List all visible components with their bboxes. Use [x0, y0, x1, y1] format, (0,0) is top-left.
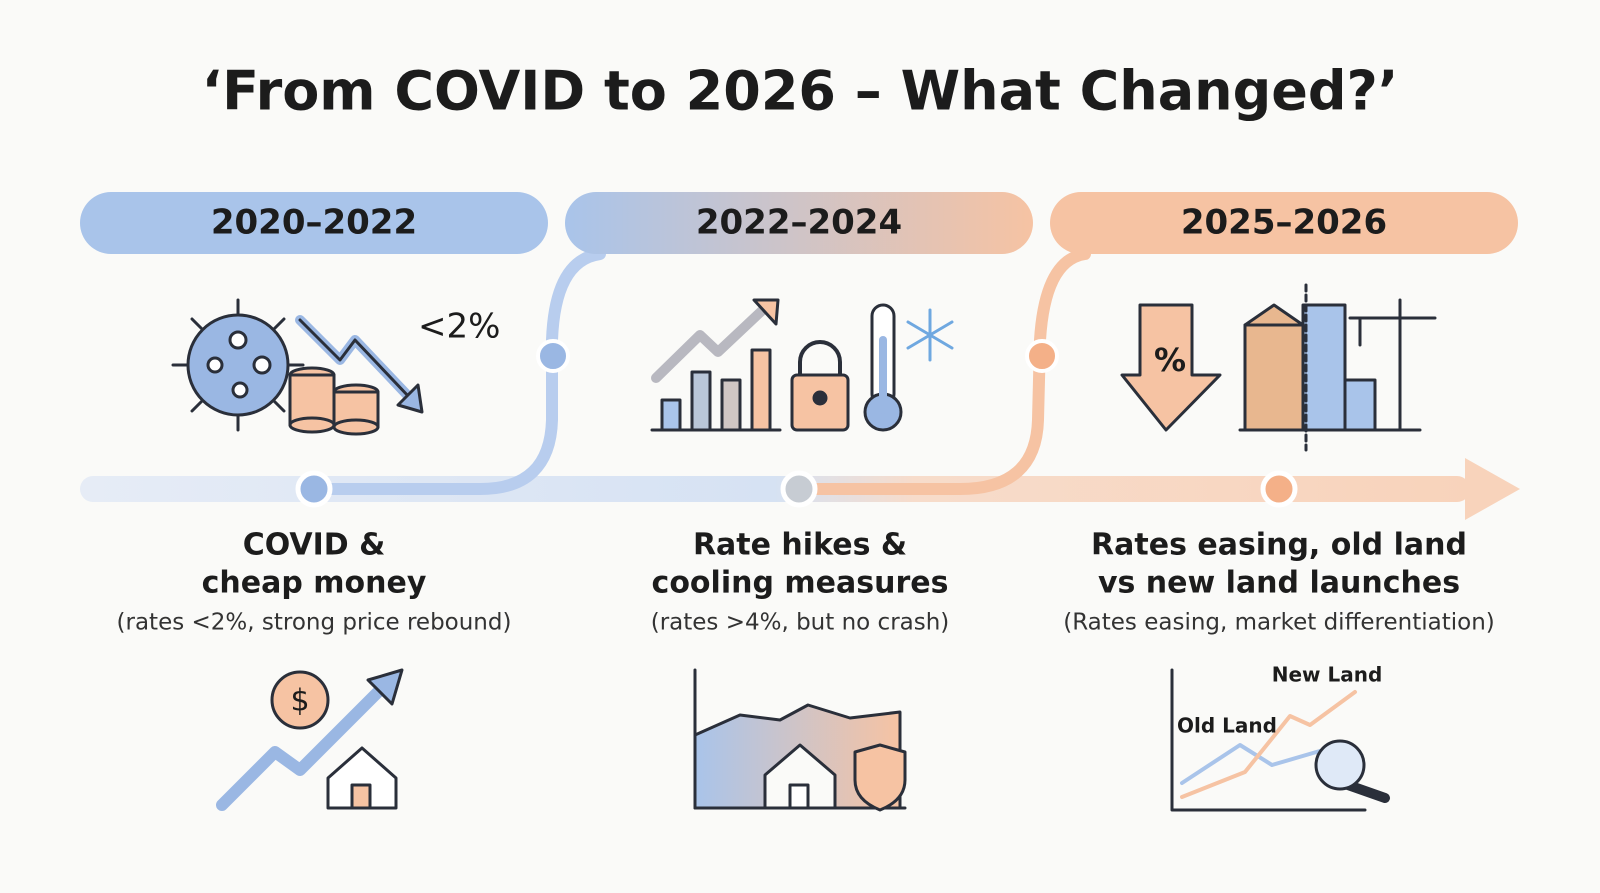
- headline: vs new land launches: [1098, 566, 1460, 601]
- rates-icon: [650, 298, 954, 432]
- period-label: 2020–2022: [211, 203, 417, 243]
- period-pill: [80, 192, 548, 254]
- period-pill: [565, 192, 1033, 254]
- note: (Rates easing, market differentiation): [1063, 610, 1495, 636]
- headline: Rates easing, old land: [1091, 528, 1467, 563]
- headline: Rate hikes &: [693, 528, 907, 563]
- headline: cheap money: [202, 566, 427, 601]
- covid-icon: [171, 298, 424, 436]
- timeline: [80, 248, 1520, 520]
- period-pill: [1050, 192, 1518, 254]
- icon-label: <2%: [418, 307, 500, 347]
- rebound-icon: $: [216, 668, 404, 811]
- headline: COVID &: [243, 528, 386, 563]
- note: (rates <2%, strong price rebound): [117, 610, 512, 636]
- period-label: 2022–2024: [696, 203, 902, 243]
- period-label: 2025–2026: [1181, 203, 1387, 243]
- easing-icon: [1120, 283, 1437, 452]
- chart-label: New Land: [1272, 663, 1383, 687]
- note: (rates >4%, but no crash): [651, 610, 950, 636]
- title: ‘From COVID to 2026 – What Changed?’: [202, 60, 1399, 123]
- icon-label: %: [1154, 341, 1186, 379]
- chart-label: Old Land: [1177, 714, 1277, 738]
- svg-text:$: $: [290, 684, 309, 719]
- headline: cooling measures: [652, 566, 949, 601]
- land-chart-icon: [1170, 668, 1390, 812]
- resilience-icon: [693, 668, 907, 812]
